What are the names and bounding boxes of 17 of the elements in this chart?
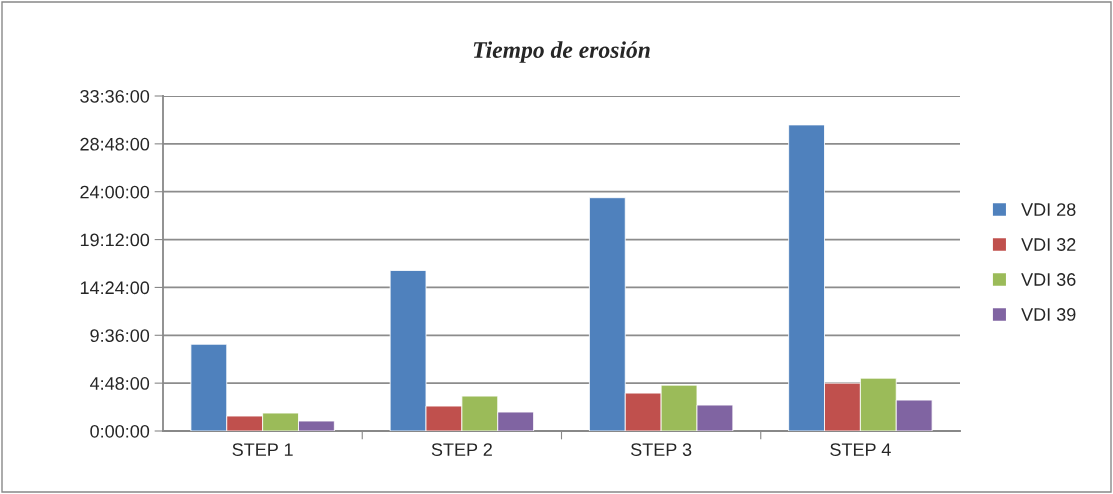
y-tick-label: 0:00:00 [90,424,150,438]
x-tick-label: STEP 1 [232,443,293,456]
legend-label: VDI 39 [1021,308,1076,321]
legend-label: VDI 36 [1021,273,1076,286]
y-tick-label: 24:00:00 [80,185,150,199]
x-tick-label: STEP 3 [631,443,692,456]
x-tick-label: STEP 2 [431,443,492,456]
y-tick-label: 4:48:00 [89,377,150,390]
y-tick-label: 14:24:00 [80,281,150,295]
y-tick-label: 28:48:00 [80,137,150,151]
legend-label: VDI 28 [1021,203,1076,216]
y-tick-label: 33:36:00 [80,89,150,103]
y-tick-label: 9:36:00 [90,329,150,343]
y-tick-label: 19:12:00 [80,233,150,247]
x-tick-label: STEP 4 [830,443,891,456]
legend-label: VDI 32 [1021,238,1076,251]
chart-title: Tiempo de erosión [473,41,650,63]
